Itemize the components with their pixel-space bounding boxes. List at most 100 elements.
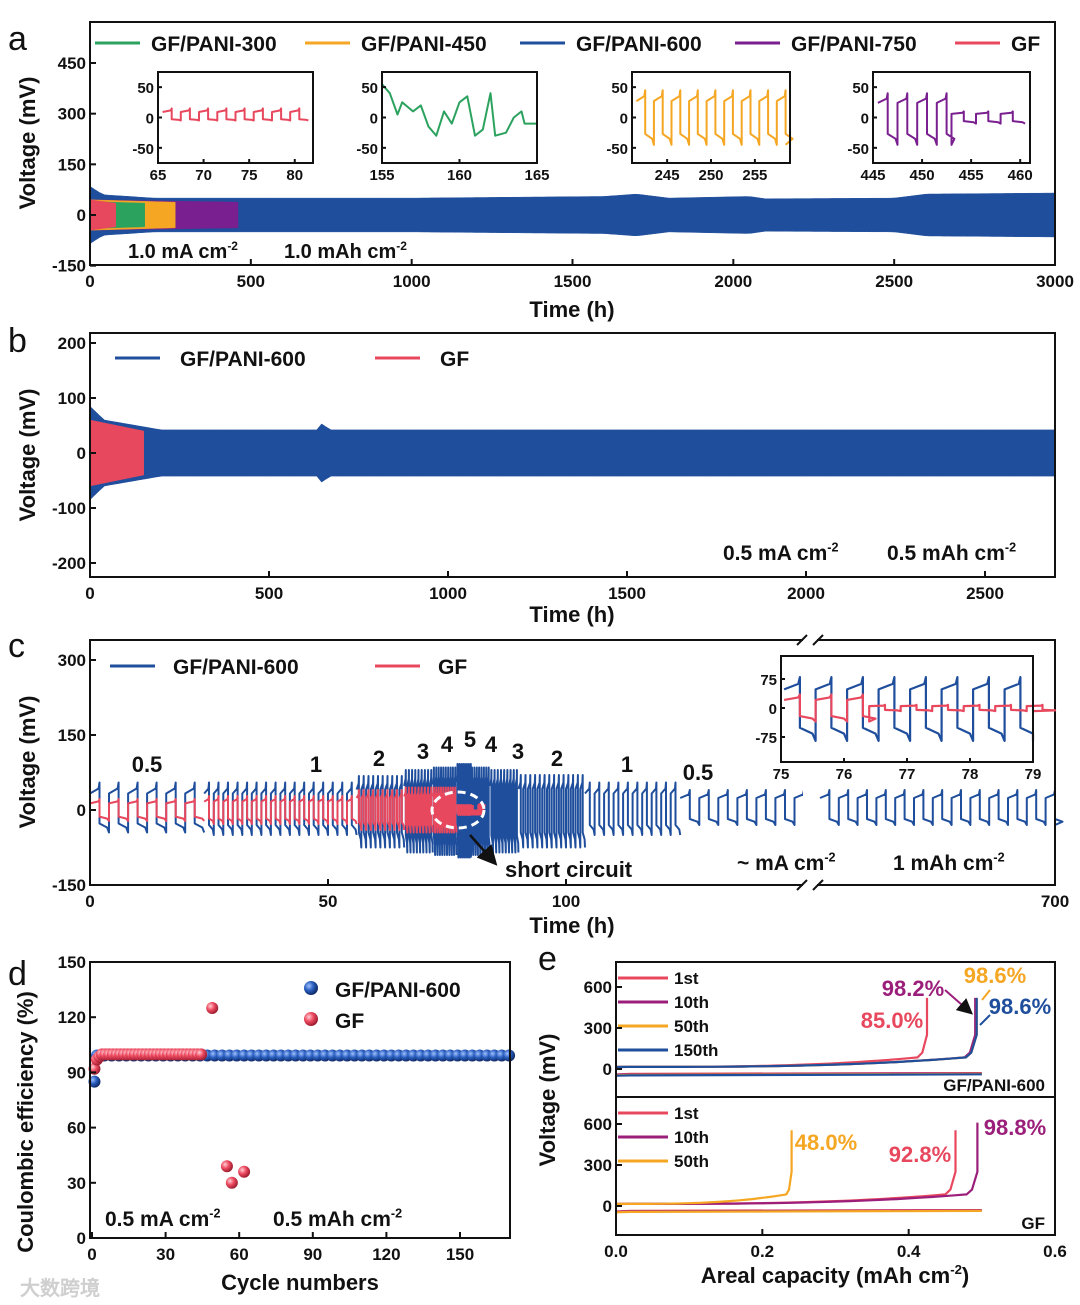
rate-label: 1 (310, 752, 322, 777)
legend-item: GF/PANI-600 (335, 979, 461, 1002)
data-point-gf (206, 1002, 219, 1014)
inset-x-tick-label: 80 (286, 167, 303, 184)
panel-b-x-tick-label: 1000 (429, 584, 467, 603)
panel-c-areal-capacity: 1 mAh cm-2 (893, 851, 1005, 875)
panel-d-y-tick-label: 60 (67, 1119, 86, 1138)
inset-gf-pani-600-trace (783, 676, 1035, 742)
legend-item: 1st (674, 1104, 699, 1123)
panel-e-y-tick-label: 600 (584, 978, 612, 997)
gf-pani-600-trace (455, 763, 473, 859)
inset-y-tick-label: -50 (847, 141, 869, 158)
gf-trace (431, 786, 458, 834)
ce-label: 98.6% (964, 963, 1026, 988)
inset-trace (162, 107, 309, 122)
inset-x-tick-label: 245 (655, 167, 680, 184)
panel-d-y-tick-label: 30 (67, 1174, 86, 1193)
panel-c-x-axis-title: Time (h) (529, 913, 614, 938)
inset-x-tick-label: 75 (773, 766, 790, 783)
panel-d-current-density: 0.5 mA cm-2 (105, 1207, 220, 1231)
inset-trace (877, 92, 1026, 146)
ce-arrow (981, 989, 991, 1001)
panel-d-x-tick-label: 120 (372, 1245, 400, 1264)
rate-label: 1 (621, 752, 633, 777)
panel-c-current-density-sup: -2 (824, 851, 835, 865)
inset-y-tick-label: 50 (361, 80, 378, 97)
rate-label: 4 (485, 732, 498, 757)
inset-x-tick-label: 70 (195, 167, 212, 184)
panel-b-current-density: 0.5 mA cm-2 (723, 541, 838, 565)
panel-a-current-density: 1.0 mA cm-2 (128, 239, 238, 263)
panel-e-y-axis-title: Voltage (mV) (535, 1034, 560, 1167)
panel-e-x-axis-title-text: Areal capacity (mAh cm (701, 1263, 950, 1288)
panel-b-current-density-sup: -2 (827, 541, 838, 555)
panel-e-x-axis-title-end: ) (962, 1263, 969, 1288)
panel-b-x-tick-label: 500 (255, 584, 283, 603)
panel-d-areal-capacity-sup: -2 (391, 1207, 402, 1221)
legend-item: GF/PANI-750 (791, 33, 917, 56)
ce-arrow (944, 989, 974, 1015)
inset-x-tick-label: 76 (836, 766, 853, 783)
panel-d-areal-capacity: 0.5 mAh cm-2 (273, 1207, 402, 1231)
panel-b-current-density-text: 0.5 mA cm (723, 542, 827, 565)
inset-y-tick-label: -75 (755, 730, 777, 747)
inset-x-tick-label: 78 (962, 766, 979, 783)
data-point-gf (225, 1176, 238, 1189)
inset-y-tick-label: 75 (760, 672, 777, 689)
short-circuit-label: short circuit (505, 857, 633, 882)
gf-pani-600-trace (488, 769, 520, 854)
panel-a-current-density-text: 1.0 mA cm (128, 241, 227, 263)
panel-a-y-axis-title: Voltage (mV) (15, 77, 40, 210)
charge-curve-50th (615, 1130, 793, 1206)
panel-d-current-density-sup: -2 (209, 1207, 220, 1221)
inset-trace (635, 89, 794, 146)
panel-c-y-tick-label: -150 (52, 876, 86, 895)
legend-marker-gf-pani-600 (304, 981, 318, 995)
panel-b-y-tick-label: 200 (58, 334, 86, 353)
inset-y-tick-label: 50 (137, 80, 154, 97)
axis-break-gap (803, 636, 817, 644)
inset-x-tick-label: 75 (241, 167, 258, 184)
panel-c-areal-capacity-text: 1 mAh cm (893, 852, 993, 875)
rate-label: 4 (441, 732, 454, 757)
data-point-gf (195, 1048, 208, 1061)
panel-e-frame (615, 1096, 1056, 1236)
panel-e-y-tick-label: 300 (584, 1156, 612, 1175)
inset-x-tick-label: 255 (742, 167, 767, 184)
panel-e-x-axis-title: Areal capacity (mAh cm-2) (701, 1262, 970, 1288)
panel-label: b (8, 322, 27, 360)
panel-d-x-axis-title: Cycle numbers (221, 1270, 379, 1295)
ce-label: 92.8% (889, 1142, 951, 1167)
panel-e-y-tick-label: 0 (603, 1060, 612, 1079)
inset-background (382, 72, 537, 163)
panel-a-areal-capacity-text: 1.0 mAh cm (284, 241, 396, 263)
panel-e-x-axis-title-sup: -2 (950, 1262, 962, 1277)
inset-y-tick-label: -50 (356, 141, 378, 158)
legend-item: 10th (674, 993, 709, 1012)
panel-b-frame (89, 332, 1056, 578)
inset-y-tick-label: 50 (852, 80, 869, 97)
panel-d-x-tick-label: 90 (303, 1245, 322, 1264)
panel-d-x-tick-label: 60 (230, 1245, 249, 1264)
panel-b-y-tick-label: 0 (77, 444, 86, 463)
inset-y-tick-label: 0 (146, 111, 154, 128)
gf-trace (89, 798, 205, 822)
panel-b-areal-capacity-sup: -2 (1005, 541, 1016, 555)
ce-label: 98.2% (882, 976, 944, 1001)
inset-x-tick-label: 79 (1025, 766, 1042, 783)
panel-b-y-tick-label: 100 (58, 389, 86, 408)
panel-c-current-density: ~ mA cm-2 (737, 851, 836, 875)
charge-curve-150th (615, 997, 978, 1069)
panel-a-y-tick-label: 300 (58, 105, 86, 124)
panel-b-x-axis-title: Time (h) (529, 602, 614, 627)
panel-a-y-tick-label: 450 (58, 54, 86, 73)
panel-c-x-tick-label: 0 (85, 892, 94, 911)
figure-layer: a0 500 1000 1500 2000 2500 3000-1500150300450T… (8, 20, 1074, 1300)
panel-a-x-tick-label: 500 (237, 272, 265, 291)
inset-x-tick-label: 455 (959, 167, 984, 184)
panel-d-y-axis-title: Coulombic efficiency (%) (13, 991, 38, 1253)
panel-c-x-tick-label: 50 (319, 892, 338, 911)
legend-item: 150th (674, 1041, 718, 1060)
panel-label: a (8, 20, 27, 58)
inset-y-tick-label: 50 (611, 80, 628, 97)
